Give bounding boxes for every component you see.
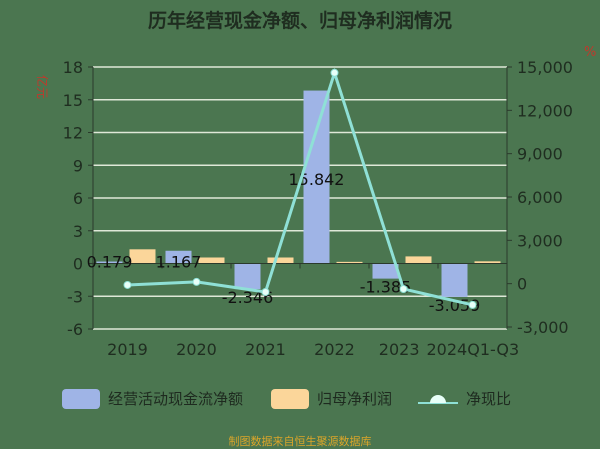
legend-label-ratio: 净现比 [466, 390, 512, 408]
bar-profit [129, 249, 156, 264]
legend-swatch-profit [271, 388, 310, 409]
right-tick-label: -3,000 [517, 318, 569, 337]
left-tick-label: 9 [73, 156, 83, 175]
left-tick-label: 0 [73, 255, 83, 274]
x-tick-label: 2022 [314, 340, 355, 359]
ratio-point [123, 280, 132, 289]
x-tick-label: 2023 [379, 340, 420, 359]
data-label-cashflow: 0.179 [87, 253, 133, 272]
right-tick-label: 0 [517, 275, 527, 294]
legend-line-icon [418, 394, 459, 404]
legend-swatch-cashflow [62, 388, 100, 409]
left-tick-label: 6 [73, 189, 83, 208]
chart-title: 历年经营现金净额、归母净利润情况 [147, 10, 452, 32]
left-tick-label: 3 [73, 222, 83, 241]
bar-cashflow [165, 250, 192, 264]
bar-profit [474, 261, 501, 264]
ratio-line [127, 67, 473, 307]
bar-cashflow [441, 263, 468, 297]
data-label-cashflow: -1.385 [360, 278, 412, 297]
bar-cashflow [303, 90, 330, 264]
left-tick-label: -6 [67, 320, 83, 339]
legend: 经营活动现金流净额 归母净利润 净现比 [62, 388, 511, 409]
left-tick-label: 18 [63, 58, 83, 77]
right-axis-unit: % [584, 45, 596, 60]
x-tick-label: 2024Q1-Q3 [427, 340, 520, 359]
chart-plot: -6 -3 0 3 6 9 12 15 18 -3,000 0 3,000 6,000 9,000 12,0… [35, 45, 596, 359]
right-tick-label: 6,000 [517, 188, 563, 207]
ratio-point [468, 300, 477, 309]
source-note: 制图数据来自恒生聚源数据库 [228, 435, 372, 448]
left-tick-label: -3 [67, 287, 83, 306]
left-tick-label: 15 [63, 91, 83, 110]
bar-profit [267, 257, 294, 264]
legend-label-cashflow: 经营活动现金流净额 [108, 390, 244, 408]
bar-profit [405, 256, 432, 264]
right-tick-label: 9,000 [517, 145, 563, 164]
bar-profit [198, 257, 225, 264]
x-tick-label: 2021 [245, 340, 286, 359]
bar-cashflow [234, 263, 261, 290]
data-label-cashflow: 1.167 [156, 253, 202, 272]
left-tick-label: 12 [63, 124, 83, 143]
ratio-point [399, 285, 408, 294]
bar-cashflow [96, 261, 123, 264]
ratio-point [261, 287, 270, 296]
data-label-cashflow: -3.059 [429, 296, 481, 315]
left-axis-unit: 亿元 [35, 75, 50, 99]
right-tick-label: 12,000 [517, 101, 573, 120]
right-tick-label: 15,000 [517, 58, 573, 77]
data-label-cashflow: 15.842 [289, 170, 345, 189]
bar-cashflow [372, 263, 399, 279]
x-tick-label: 2019 [107, 340, 148, 359]
legend-label-profit: 归母净利润 [317, 390, 393, 408]
data-label-cashflow: -2.346 [222, 288, 274, 307]
x-tick-label: 2020 [176, 340, 217, 359]
bar-profit [336, 261, 363, 264]
ratio-point [192, 277, 201, 286]
ratio-point [330, 68, 339, 77]
right-tick-label: 3,000 [517, 231, 563, 250]
